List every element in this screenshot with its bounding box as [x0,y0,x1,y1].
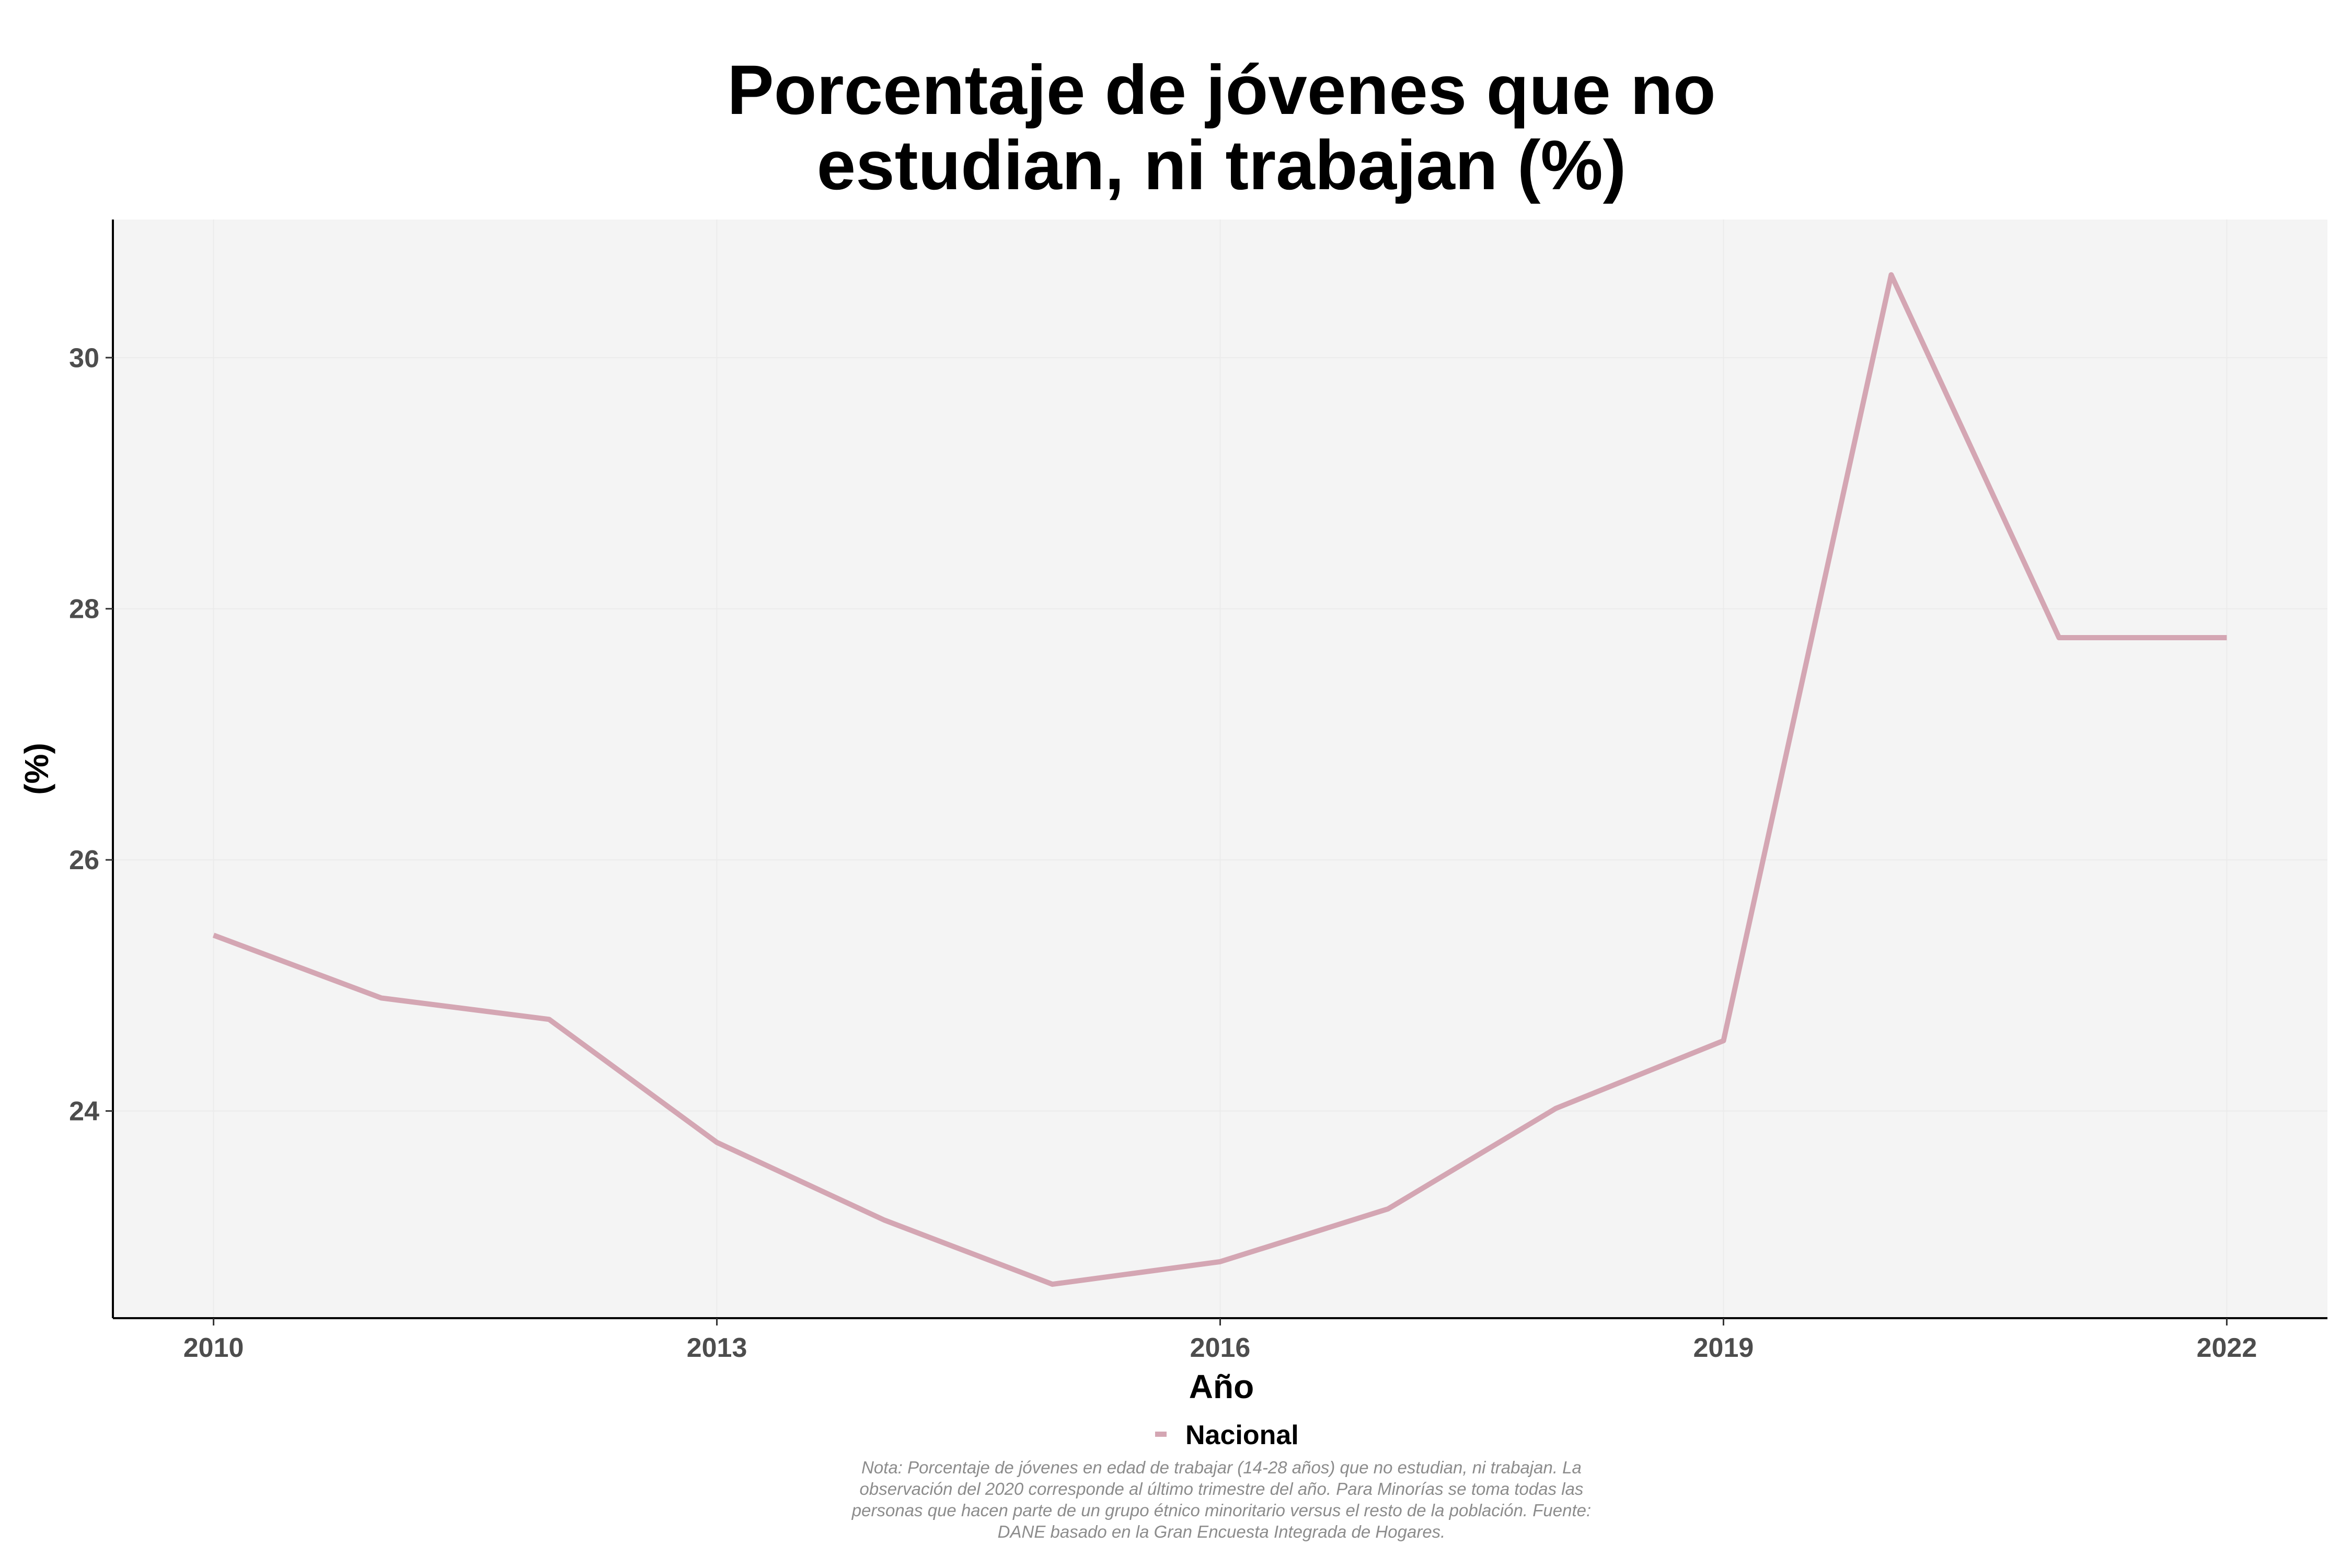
y-tick-label-30: 30 [69,343,99,373]
y-axis-title: (%) [18,743,55,795]
x-axis-ticks: 2010 2013 2016 2019 2022 [183,1318,2257,1363]
footnote-line-1: Nota: Porcentaje de jóvenes en edad de t… [861,1458,1582,1477]
x-tick-label-2010: 2010 [183,1333,244,1363]
footnote-line-2: observación del 2020 corresponde al últi… [860,1479,1584,1498]
series-line-nacional [212,272,2227,1287]
x-axis-title: Año [1189,1368,1254,1405]
y-tick-label-24: 24 [69,1097,99,1127]
chart-title: Porcentaje de jóvenes que no estudian, n… [727,51,1715,204]
x-tick-label-2022: 2022 [2197,1333,2257,1363]
chart-title-line-2: estudian, ni trabajan (%) [817,126,1627,204]
footnote-line-4: DANE basado en la Gran Encuesta Integrad… [998,1522,1446,1541]
y-tick-label-28: 28 [69,594,99,625]
y-axis-ticks: 24 26 28 30 [69,343,113,1127]
x-tick-label-2016: 2016 [1190,1333,1251,1363]
footnote: Nota: Porcentaje de jóvenes en edad de t… [851,1458,1591,1541]
chart-title-line-1: Porcentaje de jóvenes que no [727,51,1715,129]
legend: Nacional [1155,1420,1299,1450]
x-tick-label-2013: 2013 [687,1333,747,1363]
legend-label-nacional: Nacional [1185,1420,1299,1450]
series-layer [212,272,2227,1287]
y-tick-label-26: 26 [69,845,99,875]
footnote-line-3: personas que hacen parte de un grupo étn… [851,1501,1591,1520]
x-tick-label-2019: 2019 [1693,1333,1754,1363]
grid-lines [113,220,2327,1318]
